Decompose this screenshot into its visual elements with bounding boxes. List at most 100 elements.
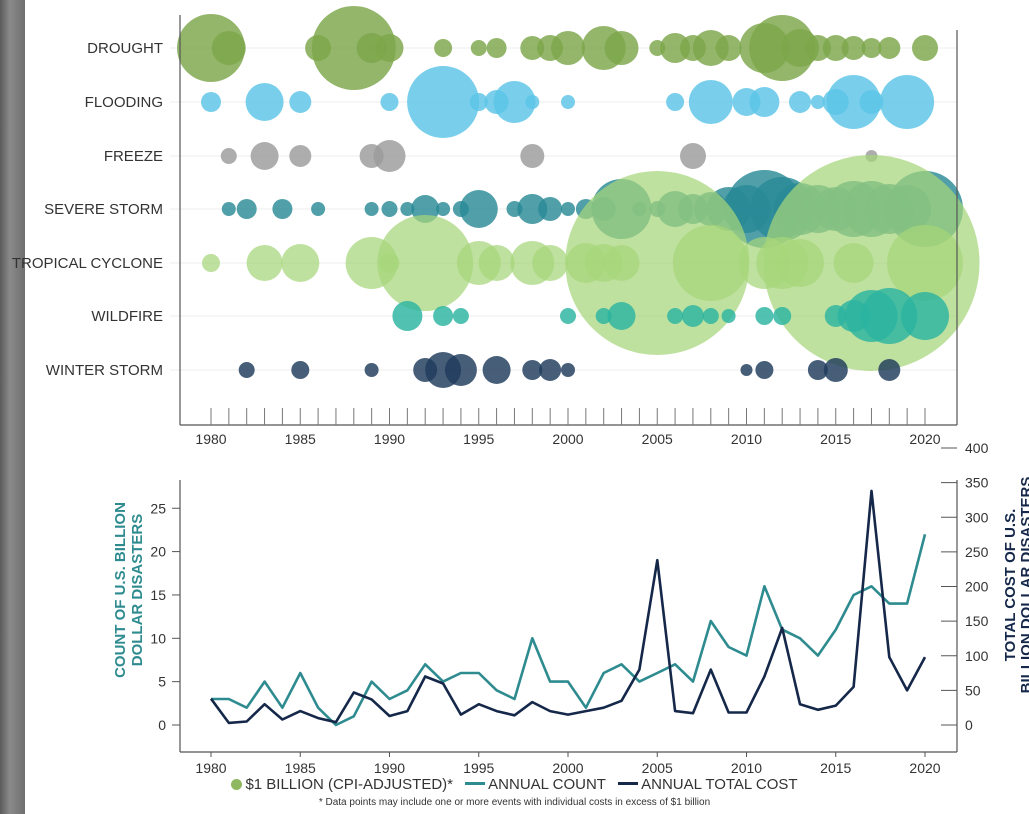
right-axis-title-line2: BILLION DOLLAR DISASTERS bbox=[1018, 477, 1029, 694]
bubble-wildfire bbox=[433, 306, 454, 326]
bubble-tropical-cyclone bbox=[377, 215, 474, 311]
bubble-winter-storm bbox=[482, 356, 511, 384]
bubble-tropical-cyclone bbox=[281, 244, 320, 282]
line-x-tick-label: 2000 bbox=[552, 760, 583, 776]
bubble-flooding bbox=[749, 87, 780, 117]
bubble-winter-storm bbox=[291, 361, 310, 379]
left-axis-title-line1: COUNT OF U.S. BILLION bbox=[112, 502, 129, 678]
bubble-severe-storm bbox=[381, 201, 398, 217]
bubble-category-labels: DROUGHT FLOODING FREEZE SEVERE STORM TROPICA… bbox=[12, 40, 163, 379]
left-y-tick-label: 25 bbox=[150, 500, 166, 516]
annual-total-cost-line bbox=[209, 489, 927, 725]
bubble-severe-storm bbox=[459, 190, 498, 228]
bubble-severe-storm bbox=[538, 197, 563, 221]
bubble-winter-storm bbox=[539, 359, 562, 381]
right-y-tick-label: 100 bbox=[965, 648, 989, 664]
bubble-wildfire bbox=[901, 292, 949, 340]
bubble-winter-storm bbox=[522, 360, 543, 380]
line-x-tick-label: 2005 bbox=[642, 760, 673, 776]
bubble-drought bbox=[715, 35, 742, 61]
bubble-flooding bbox=[688, 80, 733, 124]
left-axis-title-line2: DOLLAR DISASTERS bbox=[129, 514, 146, 667]
left-edge-band bbox=[0, 0, 25, 814]
bubble-x-tick-label: 1980 bbox=[195, 431, 226, 447]
bubble-winter-storm bbox=[561, 363, 575, 377]
bubble-wildfire bbox=[560, 308, 576, 324]
bubble-flooding bbox=[380, 93, 399, 111]
right-y-tick-label: 50 bbox=[965, 682, 981, 698]
bubble-flooding bbox=[826, 75, 881, 129]
category-label: TROPICAL CYCLONE bbox=[12, 255, 163, 272]
legend-bubble-swatch bbox=[231, 779, 243, 790]
legend-cost-swatch bbox=[618, 782, 639, 785]
right-y-tick-label: 200 bbox=[965, 579, 989, 595]
left-y-tick-label: 0 bbox=[158, 717, 166, 733]
line-x-tick-label: 2020 bbox=[909, 760, 940, 776]
bubble-severe-storm bbox=[236, 199, 257, 219]
bubble-flooding bbox=[859, 90, 884, 114]
bubble-severe-storm bbox=[311, 202, 326, 216]
bubble-drought bbox=[912, 35, 938, 61]
bubble-wildfire bbox=[667, 308, 684, 324]
bubble-freeze bbox=[520, 144, 545, 168]
bubble-wildfire bbox=[595, 308, 612, 324]
bubble-flooding bbox=[525, 95, 540, 109]
bubble-drought bbox=[375, 34, 404, 62]
right-y-tick-label: 350 bbox=[965, 475, 989, 491]
bubble-drought bbox=[211, 31, 246, 65]
bubble-drought bbox=[841, 36, 866, 60]
line-x-tick-label: 1995 bbox=[463, 760, 494, 776]
bubble-wildfire bbox=[452, 308, 469, 324]
right-y-tick-label: 300 bbox=[965, 509, 989, 525]
bubble-tropical-cyclone bbox=[202, 254, 220, 272]
legend-item-count: ANNUAL COUNT bbox=[465, 776, 606, 793]
bubble-tropical-cyclone bbox=[532, 245, 569, 281]
left-y-tick-label: 10 bbox=[150, 630, 166, 646]
bubble-winter-storm bbox=[364, 363, 379, 377]
bubble-winter-storm bbox=[878, 359, 901, 381]
bubble-flooding bbox=[407, 66, 480, 138]
bubble-drought bbox=[470, 40, 487, 56]
bubble-wildfire bbox=[702, 308, 719, 324]
legend-item-cost: ANNUAL TOTAL COST bbox=[618, 776, 798, 793]
bubble-severe-storm bbox=[400, 202, 415, 216]
bubble-tropical-cyclone bbox=[887, 225, 963, 301]
bubble-x-tick-label: 2010 bbox=[731, 431, 762, 447]
legend-cost-label: ANNUAL TOTAL COST bbox=[641, 776, 798, 793]
bubble-tropical-cyclone bbox=[478, 245, 515, 281]
legend-count-label: ANNUAL COUNT bbox=[488, 776, 606, 793]
bubble-x-tick-label: 2005 bbox=[642, 431, 673, 447]
bubble-freeze bbox=[289, 145, 312, 167]
right-y-tick-label: 150 bbox=[965, 613, 989, 629]
bubble-freeze bbox=[220, 148, 237, 164]
bubble-flooding bbox=[469, 93, 488, 111]
bubble-drought bbox=[604, 31, 639, 65]
bubble-drought bbox=[311, 6, 396, 90]
bubble-flooding bbox=[880, 75, 935, 129]
annual-count-line bbox=[211, 533, 927, 727]
bubble-tropical-cyclone bbox=[672, 225, 749, 301]
line-x-tick-label: 1985 bbox=[285, 760, 316, 776]
category-label: FLOODING bbox=[85, 94, 163, 111]
left-y-tick-label: 15 bbox=[150, 587, 166, 603]
bubble-x-tick-label: 1995 bbox=[463, 431, 494, 447]
bubble-x-tick-label: 2020 bbox=[909, 431, 940, 447]
bubble-drought bbox=[177, 14, 245, 82]
bubble-wildfire bbox=[607, 302, 636, 330]
bubble-wildfire bbox=[721, 309, 736, 323]
bubble-winter-storm bbox=[755, 361, 774, 379]
bubble-drought bbox=[551, 31, 585, 65]
left-y-tick-label: 5 bbox=[158, 674, 166, 690]
bubble-drought bbox=[878, 37, 901, 59]
bubble-drought bbox=[804, 35, 831, 61]
right-y-tick-label: 0 bbox=[965, 717, 973, 733]
line-chart bbox=[209, 489, 927, 727]
bubble-freeze bbox=[680, 143, 706, 169]
bubble-drought bbox=[434, 39, 453, 57]
bubble-flooding bbox=[289, 91, 312, 113]
bubble-drought bbox=[861, 38, 882, 58]
category-label: FREEZE bbox=[104, 148, 163, 165]
bubble-flooding bbox=[201, 92, 221, 112]
left-y-tick-label: 20 bbox=[150, 544, 166, 560]
